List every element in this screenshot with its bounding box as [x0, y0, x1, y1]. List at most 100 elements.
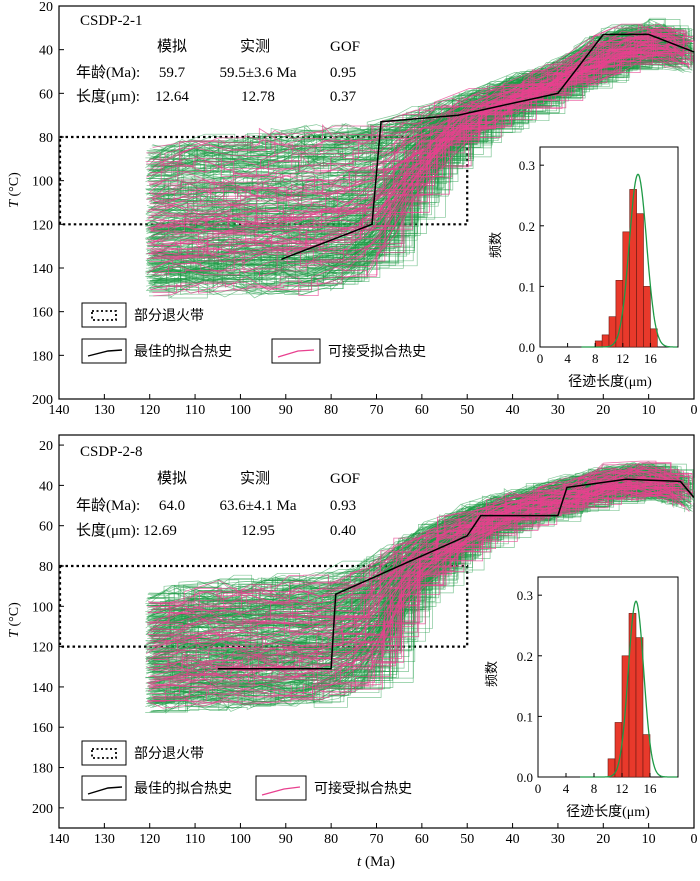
acceptable-fit-path: [150, 47, 690, 258]
x-tick-label: 0: [691, 403, 698, 418]
y-tick-label: 200: [32, 393, 53, 408]
x-tick-label: 60: [415, 403, 429, 418]
y-tick-label: 100: [32, 600, 53, 615]
histogram-bar: [601, 334, 610, 348]
y-tick-label: 40: [39, 44, 53, 59]
acceptable-fit-path: [151, 462, 672, 611]
header-simulated: 模拟: [157, 38, 187, 55]
acceptable-fit-path: [154, 487, 684, 679]
x-tick-label: 20: [596, 832, 610, 847]
y-tick-label: 140: [32, 681, 53, 696]
row-age-gof: 0.93: [330, 498, 356, 514]
legend-box-best: [81, 775, 127, 801]
x-tick-label: 20: [596, 403, 610, 418]
acceptable-fit-path: [148, 40, 690, 246]
inset-histogram: 0.0 0.1 0.2 0.3 0 4 8 12 16 频数 径迹长度(μm): [484, 576, 679, 820]
row-age-measured: 63.6±4.1 Ma: [220, 498, 297, 514]
good-fit-path: [152, 49, 682, 264]
inset-y-tick-label: 0.1: [519, 279, 535, 294]
inset-y-label: 频数: [484, 661, 499, 687]
histogram-bars: [607, 613, 651, 778]
inset-y-label: 频数: [488, 232, 503, 258]
legend: 部分退火带 最佳的拟合热史 可接受拟合热史: [81, 302, 426, 364]
y-tick-label: 20: [39, 0, 53, 15]
y-tick-label: 60: [39, 87, 53, 102]
legend-label-pab: 部分退火带: [134, 308, 204, 324]
row-length-gof: 0.37: [330, 89, 357, 105]
y-tick-label: 140: [32, 262, 53, 277]
acceptable-fit-path: [146, 23, 675, 164]
inset-x-ticks: 0 4 8 12 16: [537, 343, 657, 366]
row-length-label: 长度(μm):: [76, 88, 140, 105]
dotted-box-icon: [91, 748, 117, 759]
header-gof: GOF: [330, 471, 360, 487]
histogram-bar: [643, 286, 651, 348]
inset-y-tick-label: 0.0: [519, 340, 535, 355]
inset-y-tick-label: 0.1: [517, 709, 533, 724]
inset-y-tick-label: 0.2: [517, 649, 533, 664]
acceptable-fit-path: [151, 33, 685, 200]
histogram-bar: [642, 734, 651, 778]
acceptable-fit-paths: [145, 460, 694, 709]
y-tick-label: 160: [32, 721, 53, 736]
acceptable-fit-path: [150, 465, 672, 630]
x-tick-label: 110: [185, 832, 205, 847]
pink-line-icon: [261, 786, 301, 796]
acceptable-fit-path: [146, 478, 678, 654]
dotted-box-icon: [91, 310, 117, 321]
x-tick-label: 120: [139, 403, 160, 418]
inset-y-tick-label: 0.2: [519, 219, 535, 234]
x-tick-label: 70: [370, 832, 384, 847]
inset-x-tick-label: 8: [591, 781, 598, 796]
acceptable-fit-path: [147, 471, 693, 612]
good-fit-path: [152, 43, 688, 256]
legend-label-pab: 部分退火带: [134, 746, 204, 762]
legend: 部分退火带 最佳的拟合热史 可接受拟合热史: [81, 740, 412, 801]
legend-label-accept: 可接受拟合热史: [314, 780, 412, 797]
header-measured: 实测: [240, 38, 270, 55]
fitted-curve-line: [580, 600, 678, 778]
legend-label-best: 最佳的拟合热史: [134, 344, 232, 360]
inset-x-label: 径迹长度(μm): [568, 374, 652, 390]
x-tick-label: 10: [642, 832, 656, 847]
acceptable-fit-path: [151, 483, 676, 707]
inset-x-tick-label: 4: [563, 781, 570, 796]
x-tick-label: 140: [49, 832, 70, 847]
x-tick-label: 50: [460, 403, 474, 418]
legend-box-pab: [81, 302, 127, 328]
row-age-label: 年龄(Ma):: [76, 64, 140, 81]
y-tick-label: 100: [32, 175, 53, 190]
x-tick-label: 100: [230, 832, 251, 847]
x-axis-ticks: 140 130 120 110 100 90 80 70 60 50 40 30 20 10 0: [49, 394, 698, 418]
row-length-label: 长度(μm):: [76, 522, 140, 539]
x-tick-label: 80: [324, 403, 338, 418]
inset-x-tick-label: 16: [644, 781, 658, 796]
y-tick-label: 120: [32, 218, 53, 233]
acceptable-fit-path: [152, 482, 673, 704]
row-length-measured: 12.95: [241, 523, 275, 539]
x-tick-label: 0: [691, 832, 698, 847]
header-simulated: 模拟: [157, 470, 187, 487]
row-age-gof: 0.95: [330, 65, 356, 81]
acceptable-fit-path: [150, 43, 678, 254]
acceptable-fit-path: [147, 43, 679, 246]
inset-x-tick-label: 0: [537, 351, 544, 366]
x-tick-label: 90: [279, 832, 293, 847]
row-age-simulated: 59.7: [159, 65, 186, 81]
x-tick-label: 110: [185, 403, 205, 418]
acceptable-fit-path: [149, 46, 675, 245]
inset-y-tick-label: 0.0: [517, 770, 533, 785]
fitted-curve: [581, 173, 678, 348]
legend-label-best: 最佳的拟合热史: [134, 781, 232, 797]
x-tick-label: 130: [94, 403, 115, 418]
partial-annealing-box: [58, 135, 469, 226]
inset-x-tick-label: 4: [564, 351, 571, 366]
partial-annealing-zone: [58, 135, 469, 226]
acceptable-fit-path: [149, 468, 692, 624]
histogram-bar: [629, 189, 637, 348]
y-tick-label: 180: [32, 762, 53, 777]
acceptable-fit-path: [152, 487, 690, 705]
histogram-bar: [636, 213, 644, 348]
